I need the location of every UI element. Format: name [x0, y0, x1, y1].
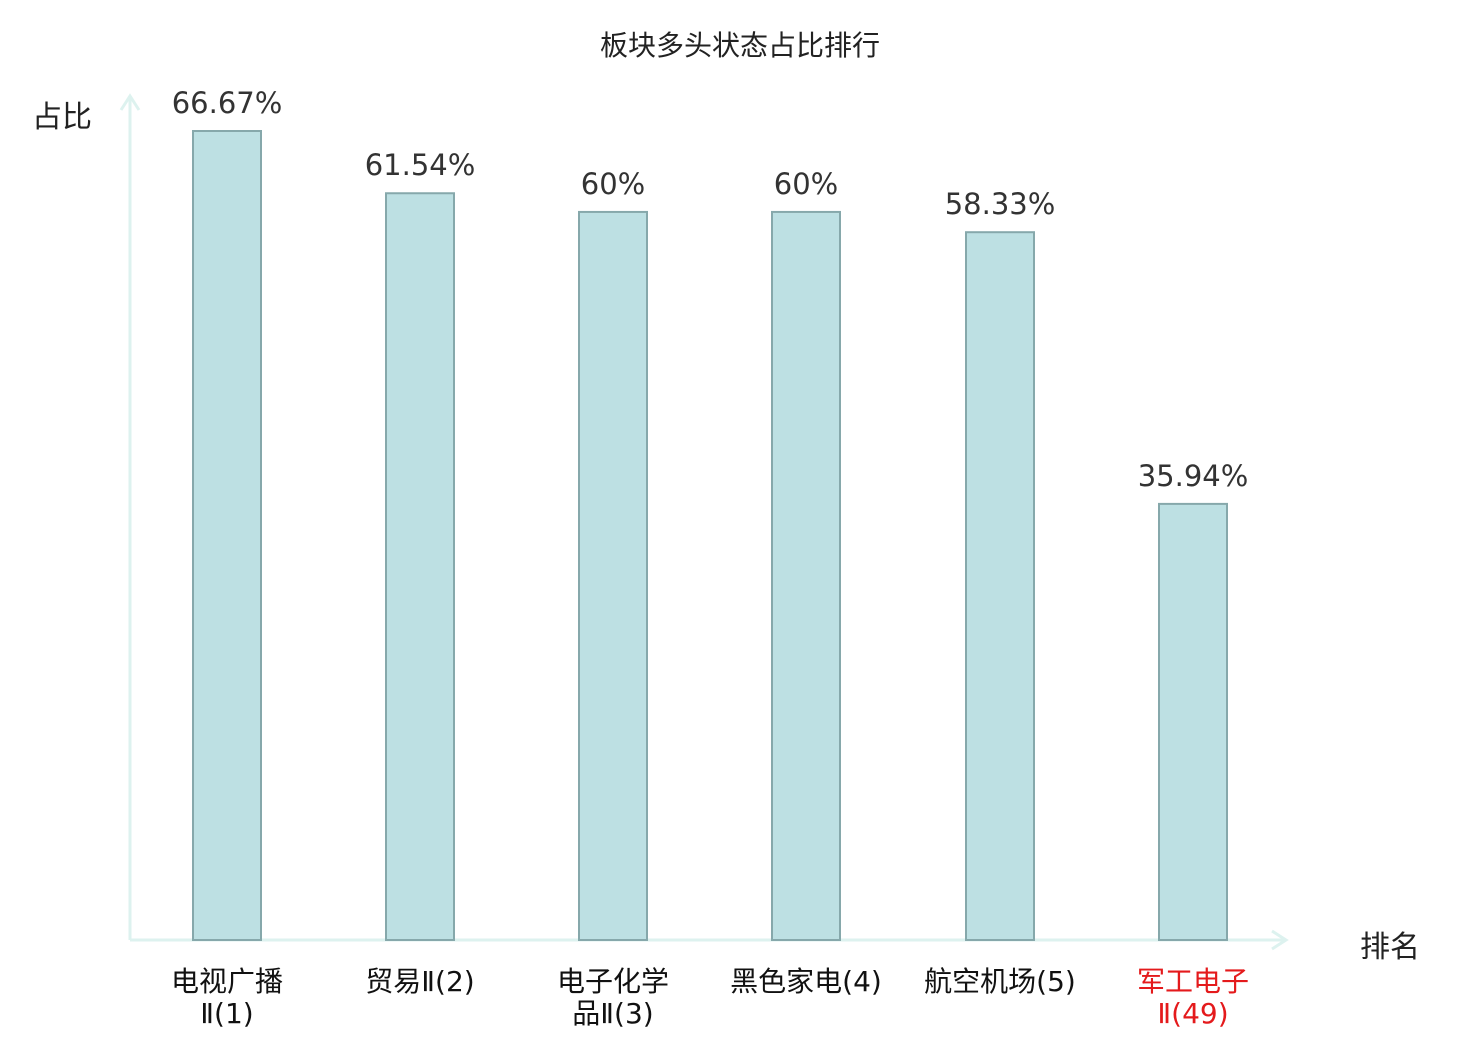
data-label: 60%	[774, 167, 838, 201]
y-axis-label: 占比	[32, 100, 92, 135]
x-tick-label: 电子化学 品Ⅱ(3)	[556, 965, 669, 1030]
x-axis-arrow	[1271, 929, 1289, 951]
x-tick-label: 电视广播 Ⅱ(1)	[170, 965, 283, 1030]
x-tick-label: 航空机场(5)	[924, 965, 1076, 998]
y-axis-arrow	[119, 93, 141, 111]
data-label: 66.67%	[172, 86, 283, 120]
bar	[192, 130, 262, 941]
data-label: 61.54%	[365, 148, 476, 182]
x-axis-label: 排名	[1360, 930, 1420, 965]
x-tick-label: 黑色家电(4)	[730, 965, 882, 998]
bar	[578, 210, 648, 941]
data-label: 58.33%	[945, 187, 1056, 221]
chart-title: 板块多头状态占比排行	[599, 29, 880, 62]
bar	[385, 192, 455, 941]
data-label: 60%	[581, 167, 645, 201]
x-tick-label: 贸易Ⅱ(2)	[365, 965, 475, 998]
x-tick-label: 军工电子 Ⅱ(49)	[1136, 965, 1249, 1030]
data-label: 35.94%	[1138, 459, 1249, 493]
bar	[1158, 502, 1228, 941]
bar	[771, 210, 841, 941]
bar	[965, 231, 1035, 941]
